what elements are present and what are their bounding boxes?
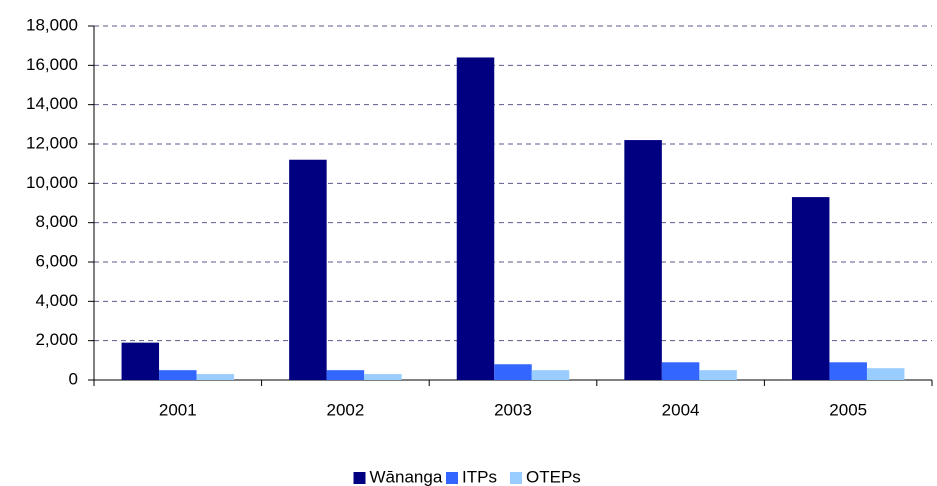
legend-swatch [353, 472, 366, 484]
bar [829, 362, 867, 380]
x-tick-label: 2004 [662, 400, 700, 419]
y-tick-label: 16,000 [26, 55, 78, 74]
y-tick-label: 14,000 [26, 94, 78, 113]
legend-label: OTEPs [526, 467, 581, 486]
x-tick-label: 2003 [494, 400, 532, 419]
bar [289, 159, 327, 380]
bar [364, 374, 402, 380]
bar [456, 57, 495, 380]
x-tick-label: 2005 [829, 400, 867, 419]
y-tick-label: 4,000 [35, 291, 78, 310]
bar [661, 362, 700, 380]
y-tick-label: 18,000 [26, 15, 78, 34]
x-tick-label: 2002 [326, 400, 364, 419]
x-tick-label: 2001 [159, 400, 197, 419]
y-tick-label: 0 [69, 369, 78, 388]
y-tick-label: 6,000 [35, 251, 78, 270]
y-tick-label: 12,000 [26, 133, 78, 152]
bar [791, 197, 830, 380]
y-tick-label: 10,000 [26, 173, 78, 192]
bar [326, 370, 365, 380]
legend-label: Wānanga [370, 467, 443, 486]
bar [699, 370, 737, 380]
bar [866, 368, 905, 380]
bar [531, 370, 570, 380]
bar [196, 374, 235, 380]
legend-swatch [446, 472, 458, 484]
bar [494, 364, 532, 380]
bar [121, 342, 160, 380]
bar [624, 140, 662, 380]
y-tick-label: 2,000 [35, 330, 78, 349]
legend-label: ITPs [462, 467, 497, 486]
bar [159, 370, 197, 380]
y-tick-label: 8,000 [35, 212, 78, 231]
legend-swatch [510, 472, 522, 484]
